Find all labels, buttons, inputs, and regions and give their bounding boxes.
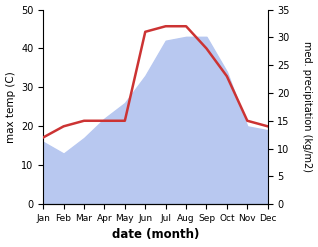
- Y-axis label: max temp (C): max temp (C): [5, 71, 16, 143]
- X-axis label: date (month): date (month): [112, 228, 199, 242]
- Y-axis label: med. precipitation (kg/m2): med. precipitation (kg/m2): [302, 41, 313, 172]
